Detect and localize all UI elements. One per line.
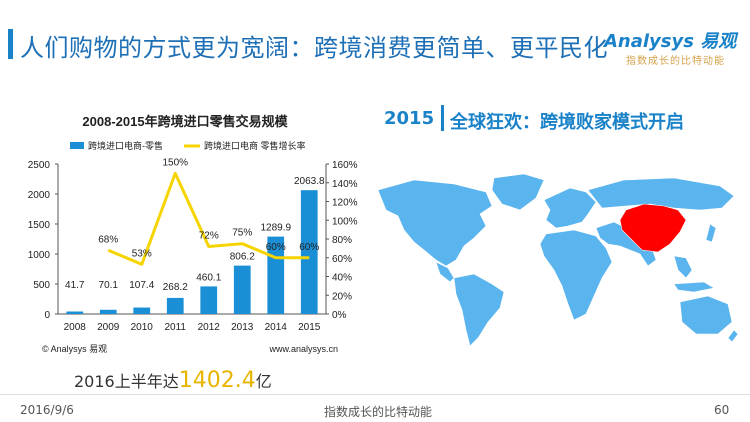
y2-tick-label: 160% [332, 160, 358, 171]
chart-source-right: www.analysys.cn [268, 344, 338, 354]
y2-tick-label: 100% [332, 216, 358, 227]
logo-tagline: 指数成长的比特动能 [626, 56, 725, 67]
y2-tick-label: 120% [332, 198, 358, 209]
southeast-asia-shape [673, 255, 693, 279]
japan-shape [705, 223, 717, 243]
footer-tagline: 指数成长的比特动能 [324, 405, 433, 419]
map-title-separator [441, 105, 444, 131]
bar-2011 [166, 297, 184, 314]
analysys-logo: Analysys 易观 指数成长的比特动能 [604, 27, 740, 67]
bar-label-2014: 1289.9 [260, 223, 291, 234]
page-title: 人们购物的方式更为宽阔：跨境消费更简单、更平民化 [20, 34, 608, 62]
bar-label-2009: 70.1 [99, 280, 119, 291]
x-tick-label: 2009 [97, 322, 120, 333]
line-label-2012: 72% [199, 231, 219, 242]
line-label-2011: 150% [162, 157, 188, 168]
x-tick-label: 2010 [131, 322, 154, 333]
line-label-2014: 60% [266, 242, 286, 253]
africa-shape [539, 229, 613, 321]
europe-shape [543, 187, 597, 229]
line-label-2009: 68% [98, 234, 118, 245]
summary-value: 1402.4 [178, 368, 256, 393]
bar-2009 [99, 309, 117, 314]
summary-suffix: 亿 [255, 372, 272, 391]
south-america-shape [453, 273, 505, 347]
world-landmass [377, 173, 739, 347]
bar-label-2010: 107.4 [129, 280, 154, 291]
footer-divider [0, 394, 750, 395]
y2-tick-label: 40% [332, 273, 352, 284]
y-tick-label: 1000 [28, 250, 51, 261]
x-tick-label: 2015 [298, 322, 321, 333]
x-tick-label: 2008 [64, 322, 87, 333]
y2-tick-label: 60% [332, 254, 352, 265]
legend-line-label: 跨境进口电商 零售增长率 [204, 140, 306, 151]
h1-2016-summary: 2016上半年达1402.4亿 [74, 368, 272, 393]
y-tick-label: 2500 [28, 160, 51, 171]
growth-line [107, 171, 310, 266]
chart-source-left: © Analysys 易观 [42, 344, 107, 354]
map-title: 全球狂欢：跨境败家模式开启 [450, 112, 684, 133]
y-tick-label: 0 [44, 310, 50, 321]
bar-2015 [300, 190, 318, 314]
bar-2013 [233, 265, 251, 314]
bar-2008 [66, 311, 84, 314]
legend-bar-swatch [70, 142, 84, 149]
bar-label-2012: 460.1 [196, 272, 221, 283]
australia-shape [679, 295, 733, 335]
x-tick-label: 2013 [231, 322, 254, 333]
central-america-shape [435, 261, 455, 283]
north-asia-shape [587, 177, 735, 211]
y2-tick-label: 20% [332, 291, 352, 302]
y-tick-label: 2000 [28, 190, 51, 201]
greenland-shape [491, 173, 545, 211]
legend-bar-label: 跨境进口电商-零售 [88, 140, 163, 151]
y-tick-label: 1500 [28, 220, 51, 231]
china-highlight [619, 203, 687, 253]
title-accent-bar [8, 29, 13, 59]
bar-label-2015: 2063.8 [294, 176, 325, 187]
bar-label-2008: 41.7 [65, 280, 85, 291]
new-zealand-shape [727, 329, 739, 343]
bar-label-2011: 268.2 [163, 282, 188, 293]
line-label-2013: 75% [232, 228, 252, 239]
chart-title: 2008-2015年跨境进口零售交易规模 [82, 114, 288, 129]
bar-label-2013: 806.2 [230, 252, 255, 263]
y2-tick-label: 0% [332, 310, 347, 321]
map-year: 2015 [384, 108, 435, 129]
y2-tick-label: 140% [332, 179, 358, 190]
line-label-2015: 60% [299, 242, 319, 253]
line-label-2010: 53% [132, 248, 152, 259]
y-tick-label: 500 [33, 280, 50, 291]
bar-2012 [200, 286, 218, 314]
y2-tick-label: 80% [332, 235, 352, 246]
x-tick-label: 2014 [265, 322, 288, 333]
x-tick-label: 2012 [198, 322, 221, 333]
page-number: 60 [714, 403, 730, 417]
x-tick-label: 2011 [164, 322, 186, 333]
world-map [377, 173, 739, 347]
summary-prefix: 2016上半年达 [74, 372, 179, 391]
bar-2010 [133, 307, 151, 314]
north-america-shape [377, 179, 493, 267]
logo-main-text: Analysys 易观 [604, 31, 737, 52]
footer-date: 2016/9/6 [20, 403, 74, 417]
indonesia-shape [673, 281, 715, 293]
